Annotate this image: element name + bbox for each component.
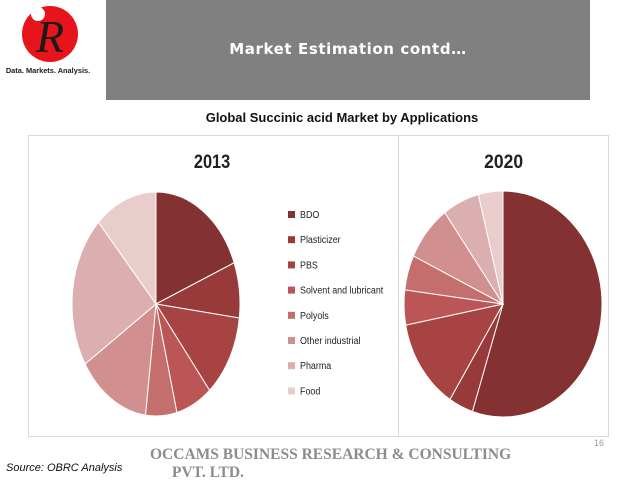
logo-highlight <box>31 7 45 21</box>
legend-swatch-bdo <box>288 211 295 218</box>
pie-2020 <box>403 190 603 418</box>
pie-charts-panel: 2013 2020 BDO Plasticizer PBS Solvent and l… <box>28 135 609 437</box>
chart-title-2020: 2020 <box>484 150 523 172</box>
page-number: 16 <box>594 438 605 448</box>
pie-slice-2013-pharma <box>71 221 157 365</box>
legend-label-plasticizer: Plasticizer <box>300 235 341 247</box>
legend-label-bdo: BDO <box>300 209 320 221</box>
source-note: Source: OBRC Analysis <box>6 462 123 474</box>
legend-label-pharma: Pharma <box>300 361 332 373</box>
company-logo: R Data. Markets. Analysis. <box>6 6 90 75</box>
chart-heading: Global Succinic acid Market by Applicati… <box>205 110 479 125</box>
legend-swatch-other-industrial <box>288 337 295 344</box>
legend-swatch-food <box>288 387 295 395</box>
legend-label-other-industrial: Other industrial <box>300 335 360 347</box>
legend-label-solvent-and-lubricant: Solvent and lubricant <box>300 285 384 297</box>
legend-swatch-polyols <box>288 311 295 319</box>
pie-slice-2020-food <box>477 190 504 305</box>
legend-label-polyols: Polyols <box>300 310 329 322</box>
pie-slice-2013-food <box>97 191 157 306</box>
pie-slice-2013-bdo <box>155 191 235 305</box>
pie-2013 <box>71 191 241 417</box>
pie-slice-2013-pbs <box>154 303 240 392</box>
pie-slice-2013-other-industrial <box>84 302 157 416</box>
logo-letter: R <box>35 11 64 62</box>
company-name: OCCAMS BUSINESS RESEARCH & CONSULTING PV… <box>150 446 540 482</box>
header-band: Market Estimation contd… <box>106 0 590 100</box>
pie-slice-2020-bdo <box>471 190 603 418</box>
legend-swatch-solvent-and-lubricant <box>288 286 295 294</box>
legend-label-pbs: PBS <box>300 260 318 272</box>
company-name-line1: OCCAMS BUSINESS RESEARCH & CONSULTING <box>150 446 512 463</box>
legend-label-food: Food <box>300 386 320 398</box>
pie-slice-2020-pbs <box>405 303 504 401</box>
legend-swatch-pbs <box>288 261 295 269</box>
legend-swatch-plasticizer <box>288 236 295 244</box>
logo-tagline: Data. Markets. Analysis. <box>6 66 90 75</box>
page-title: Market Estimation contd… <box>229 40 467 58</box>
company-name-line2: PVT. LTD. <box>172 464 244 481</box>
chart-title-2013: 2013 <box>194 151 230 172</box>
legend: BDO Plasticizer PBS Solvent and lubricant Po… <box>288 209 384 398</box>
legend-swatch-pharma <box>288 362 295 370</box>
